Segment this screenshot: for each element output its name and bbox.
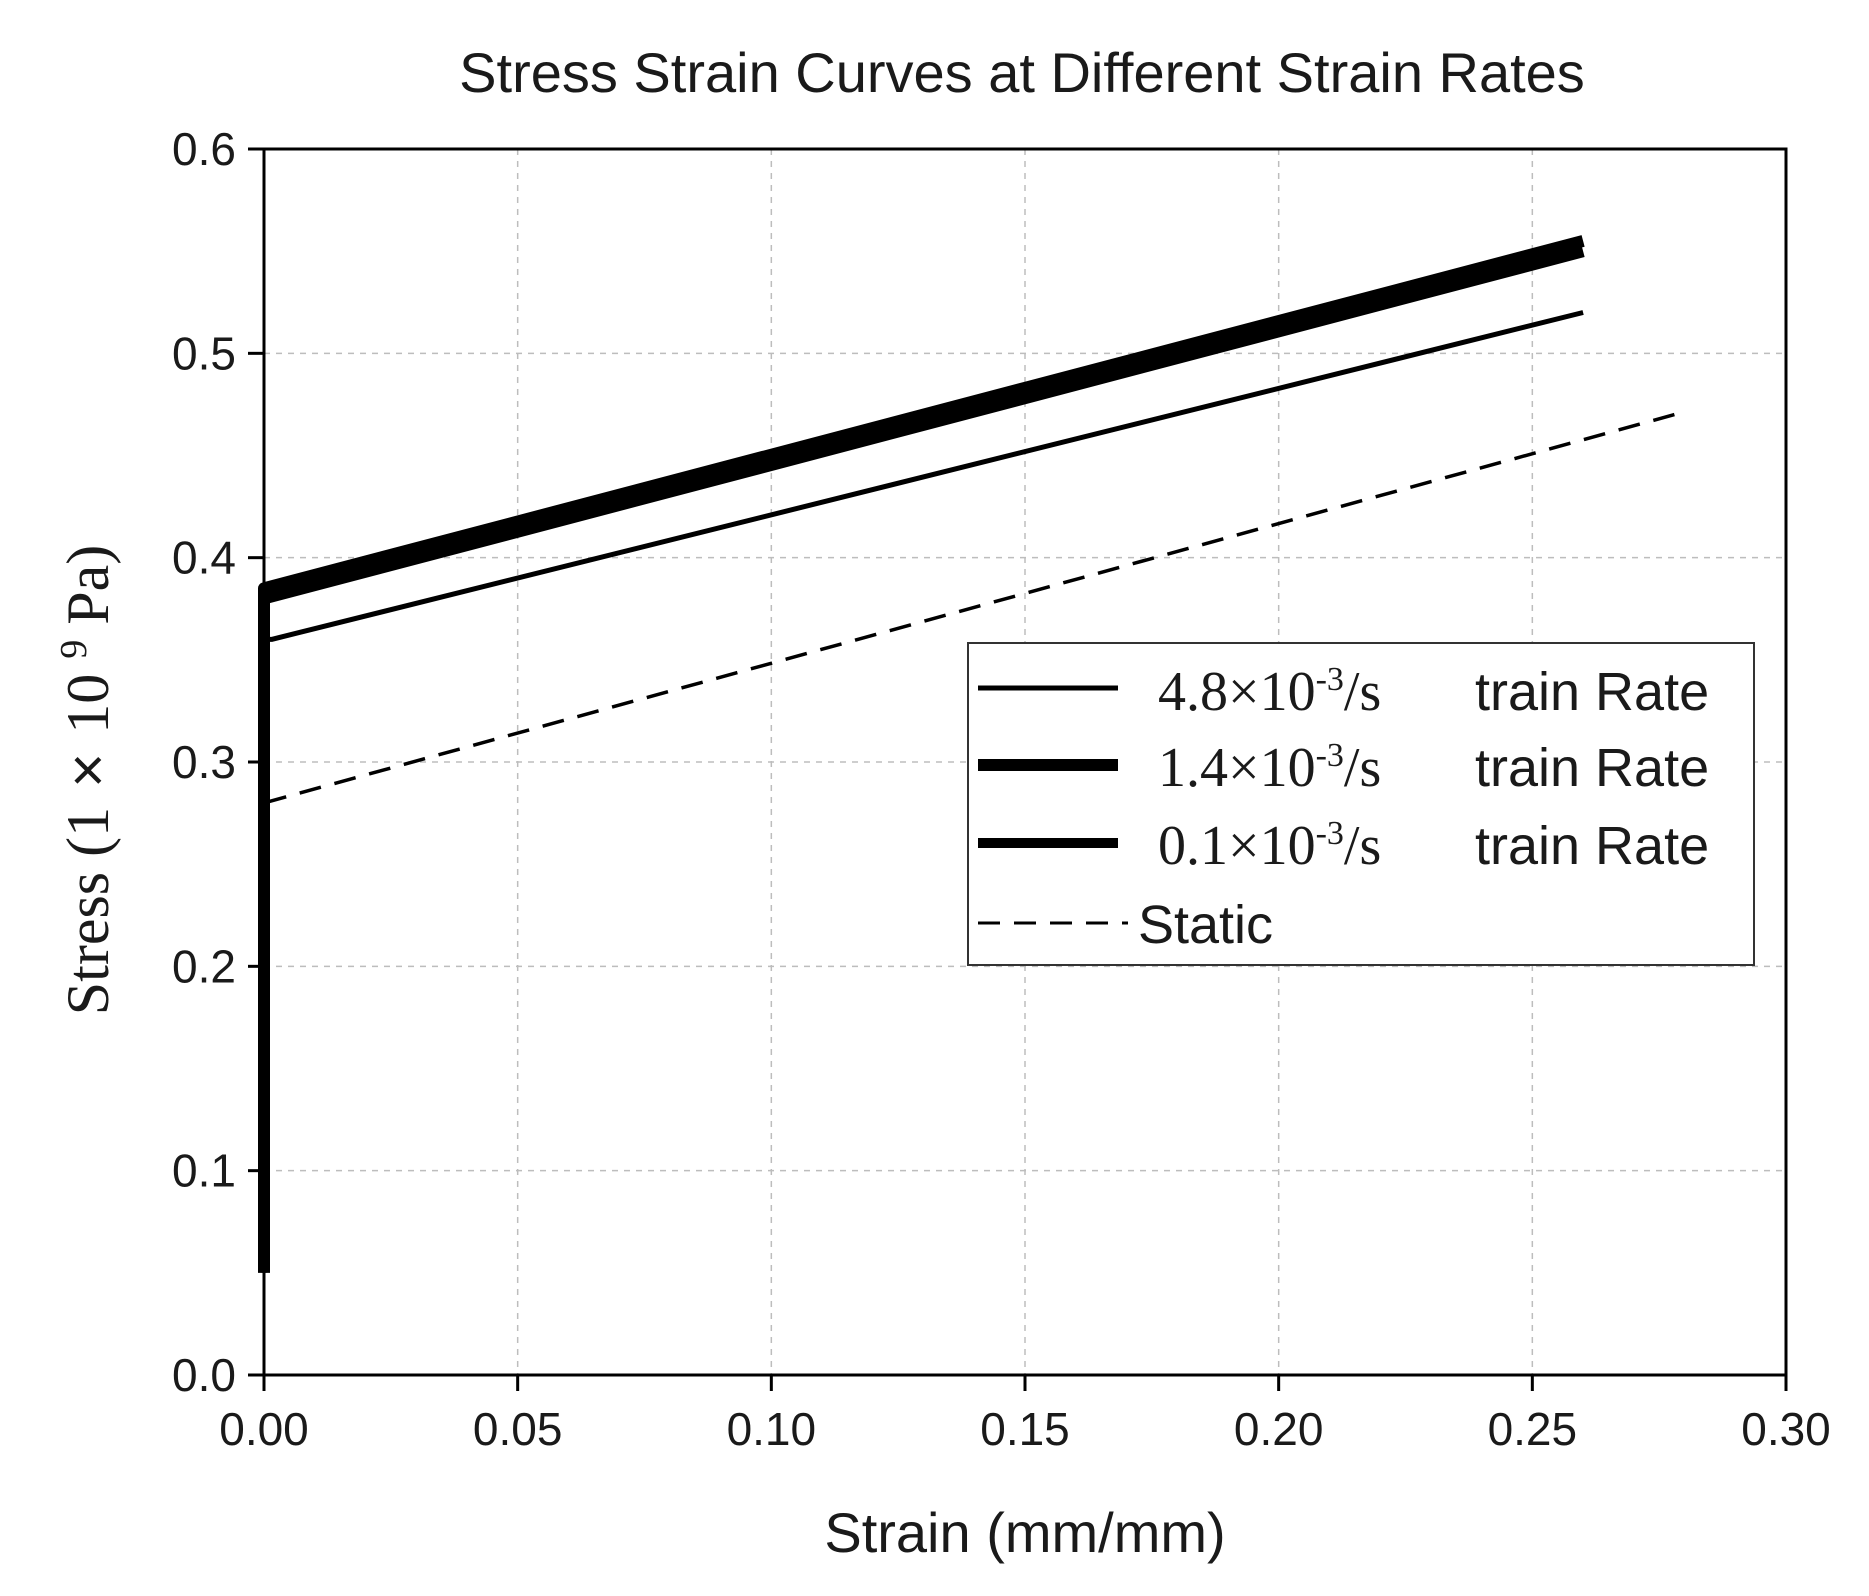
y-tick-label: 0.6 xyxy=(172,123,236,175)
y-axis-label-base: 10 xyxy=(55,674,121,734)
legend-label-4-8: 4.8×10-3/s xyxy=(1158,661,1381,723)
x-tick-label: 0.20 xyxy=(1234,1403,1324,1455)
y-tick-label: 0.1 xyxy=(172,1145,236,1197)
x-tick-label: 0.25 xyxy=(1488,1403,1578,1455)
y-tick-label: 0.0 xyxy=(172,1349,236,1401)
y-axis-label-prefix: Stress (1 xyxy=(55,807,121,1015)
y-tick-label: 0.3 xyxy=(172,736,236,788)
y-axis-label: Stress (1 × 10 9 Pa) xyxy=(33,545,121,1015)
x-tick-label: 0.05 xyxy=(473,1403,563,1455)
y-axis: 0.0 0.1 0.2 0.3 0.4 0.5 0.6 xyxy=(172,123,264,1401)
y-axis-label-suffix: Pa) xyxy=(55,545,121,625)
legend-label-1-4: 1.4×10-3/s xyxy=(1158,737,1381,799)
y-tick-label: 0.4 xyxy=(172,532,236,584)
x-tick-label: 0.00 xyxy=(219,1403,309,1455)
x-tick-label: 0.10 xyxy=(727,1403,817,1455)
x-axis: 0.00 0.05 0.10 0.15 0.20 0.25 0.30 xyxy=(219,1375,1831,1455)
legend-suffix-1-4: train Rate xyxy=(1475,738,1709,798)
x-tick-label: 0.30 xyxy=(1741,1403,1831,1455)
y-axis-label-times: × xyxy=(54,753,121,788)
legend-label-0-1: 0.1×10-3/s xyxy=(1158,815,1381,877)
legend-suffix-4-8: train Rate xyxy=(1475,662,1709,722)
legend-suffix-0-1: train Rate xyxy=(1475,816,1709,876)
x-axis-label: Strain (mm/mm) xyxy=(824,1501,1225,1564)
legend-label-static: Static xyxy=(1138,895,1273,955)
legend: 4.8×10-3/s train Rate 1.4×10-3/s train R… xyxy=(967,642,1755,966)
chart-title: Stress Strain Curves at Different Strain… xyxy=(459,41,1585,104)
legend-box xyxy=(967,642,1755,966)
y-tick-label: 0.2 xyxy=(172,940,236,992)
x-tick-label: 0.15 xyxy=(980,1403,1070,1455)
y-axis-label-exp: 9 xyxy=(53,640,95,659)
y-tick-label: 0.5 xyxy=(172,327,236,379)
